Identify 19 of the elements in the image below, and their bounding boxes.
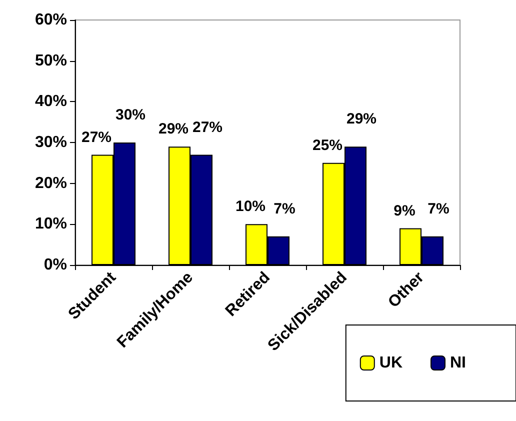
y-tick-label: 30%: [34, 134, 67, 151]
y-tick-label: 0%: [44, 256, 67, 274]
data-label: 27%: [81, 128, 112, 146]
y-tick-label: 50%: [34, 52, 67, 70]
y-tick-label: 40%: [34, 93, 67, 110]
y-tick-label: 20%: [34, 174, 67, 192]
data-label: 29%: [346, 110, 377, 128]
data-label: 7%: [428, 200, 450, 218]
legend-label: NI: [450, 354, 466, 372]
y-tick-label: 10%: [34, 216, 67, 233]
data-label: 7%: [274, 200, 296, 218]
legend-label: UK: [379, 354, 403, 372]
data-label: 25%: [312, 136, 343, 154]
data-label: 29%: [158, 120, 189, 138]
y-tick-label: 60%: [34, 12, 67, 28]
data-label: 10%: [235, 198, 266, 216]
data-label: 30%: [115, 106, 146, 124]
data-label: 27%: [192, 118, 223, 136]
data-label: 9%: [394, 202, 416, 220]
